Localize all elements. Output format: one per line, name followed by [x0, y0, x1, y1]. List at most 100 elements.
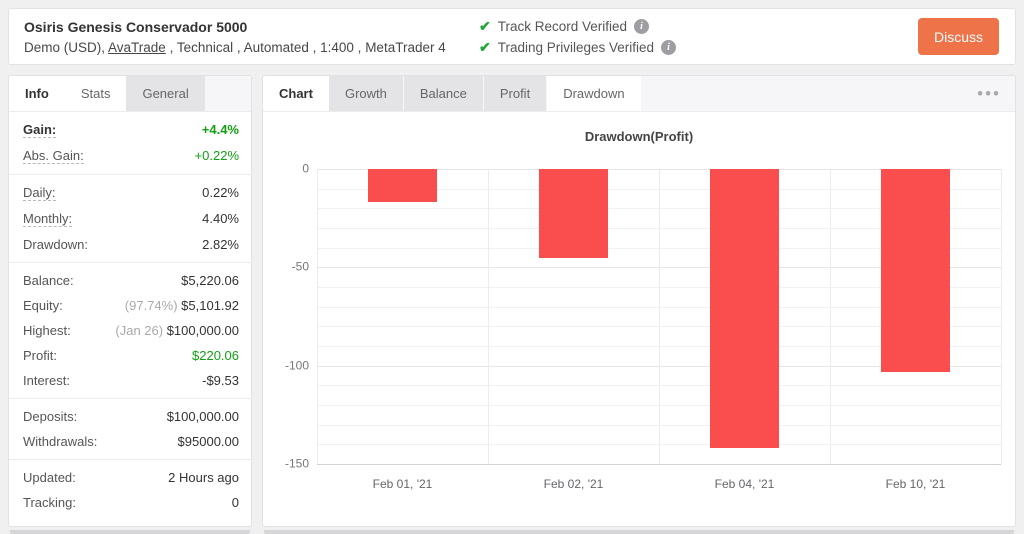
stat-label: Updated:: [23, 470, 76, 485]
stats-tab-stats[interactable]: Stats: [64, 76, 127, 111]
gridline-vertical: [1001, 169, 1002, 464]
gridline-vertical: [659, 169, 660, 464]
stat-label: Deposits:: [23, 409, 78, 424]
stat-row-drawdown: Drawdown: 2.82%: [9, 232, 251, 257]
gridline-major: [317, 464, 1001, 465]
stat-row-gain: Gain: +4.4%: [9, 117, 251, 143]
stat-row-monthly: Monthly: 4.40%: [9, 206, 251, 232]
y-tick-label: 0: [302, 161, 309, 176]
stat-row-updated: Updated: 2 Hours ago: [9, 465, 251, 490]
bar-feb-10-21: [881, 169, 950, 372]
stat-row-equity: Equity: (97.74%) $5,101.92: [9, 293, 251, 318]
stat-value-note: (97.74%): [124, 298, 182, 313]
stat-value: $5,220.06: [181, 273, 239, 288]
chart-panel: Chart Growth Balance Profit Drawdown ••• Draw…: [262, 75, 1016, 527]
stat-row-deposits: Deposits: $100,000.00: [9, 404, 251, 429]
plot-wrap: 0 -50 -100 -150: [273, 161, 1002, 470]
check-icon: ✔: [479, 17, 491, 34]
stat-row-tracking: Tracking: 0: [9, 490, 251, 515]
next-row-card-edge: [10, 530, 250, 534]
group-divider: [9, 262, 251, 263]
stats-tab-info[interactable]: Info: [9, 76, 65, 111]
stat-value: +4.4%: [201, 122, 239, 137]
stat-value: $100,000.00: [166, 409, 239, 424]
verification-block: ✔ Track Record Verified i ✔ Trading Priv…: [479, 18, 918, 56]
stat-value-note: (Jan 26): [115, 323, 167, 338]
bar-feb-01-21: [368, 169, 437, 203]
stat-row-profit: Profit: $220.06: [9, 343, 251, 368]
chart-tab-chart[interactable]: Chart: [263, 76, 329, 111]
info-icon[interactable]: i: [661, 39, 677, 55]
stat-label[interactable]: Gain:: [23, 122, 57, 138]
x-tick-label: Feb 02, '21: [543, 477, 604, 491]
next-row-card-edge: [264, 530, 1014, 534]
chart-tab-growth[interactable]: Growth: [328, 76, 404, 111]
account-header: Osiris Genesis Conservador 5000 Demo (US…: [8, 8, 1016, 65]
x-axis: Feb 01, '21 Feb 02, '21 Feb 04, '21 Feb 10,…: [317, 464, 1001, 498]
stat-value: +0.22%: [194, 148, 239, 163]
stat-label[interactable]: Daily:: [23, 185, 56, 201]
discuss-button[interactable]: Discuss: [918, 18, 999, 55]
stat-row-withdrawals: Withdrawals: $95000.00: [9, 429, 251, 454]
bar-feb-04-21: [710, 169, 779, 449]
chart-tab-balance[interactable]: Balance: [403, 76, 484, 111]
chart-body: Drawdown(Profit) 0 -50 -100 -150 Feb 01, '2…: [263, 129, 1015, 498]
y-tick-label: -50: [291, 259, 309, 274]
bar-feb-02-21: [539, 169, 608, 258]
account-title: Osiris Genesis Conservador 5000: [24, 18, 248, 35]
stat-label: Interest:: [23, 373, 70, 388]
stat-row-daily: Daily: 0.22%: [9, 180, 251, 206]
stat-label: Highest:: [23, 323, 71, 338]
stat-label: Profit:: [23, 348, 57, 363]
group-divider: [9, 398, 251, 399]
tabbar-spacer: [641, 76, 978, 111]
x-tick-label: Feb 04, '21: [714, 477, 775, 491]
gridline-vertical: [488, 169, 489, 464]
chart-tab-profit[interactable]: Profit: [483, 76, 548, 111]
stat-label[interactable]: Monthly:: [23, 211, 73, 227]
x-tick-label: Feb 01, '21: [372, 477, 433, 491]
group-divider: [9, 174, 251, 175]
trading-privileges-verified-label: Trading Privileges Verified: [497, 39, 655, 55]
chart-title: Drawdown(Profit): [584, 129, 694, 144]
stat-value: 2.82%: [202, 237, 239, 252]
stat-label: Drawdown:: [23, 237, 89, 252]
stat-value: $220.06: [192, 348, 239, 363]
stat-value: $95000.00: [177, 434, 239, 449]
stat-row-highest: Highest: (Jan 26) $100,000.00: [9, 318, 251, 343]
check-icon: ✔: [479, 38, 491, 55]
stat-value: 0.22%: [202, 185, 239, 200]
y-axis: 0 -50 -100 -150: [273, 161, 317, 470]
stat-value: 0: [231, 495, 239, 510]
stat-label: Tracking:: [23, 495, 76, 510]
account-subtitle-prefix: Demo (USD),: [24, 39, 109, 55]
info-icon[interactable]: i: [634, 18, 650, 34]
track-record-verified-row: ✔ Track Record Verified i: [479, 18, 918, 35]
track-record-verified-label: Track Record Verified: [497, 18, 628, 34]
gridline-vertical: [830, 169, 831, 464]
account-title-block: Osiris Genesis Conservador 5000 Demo (US…: [9, 19, 479, 55]
stat-label: Equity:: [23, 298, 63, 313]
stat-value: (Jan 26) $100,000.00: [115, 323, 239, 338]
stats-tab-general[interactable]: General: [126, 76, 206, 111]
account-subtitle: Demo (USD), AvaTrade , Technical , Autom…: [24, 40, 479, 55]
stat-label: Balance:: [23, 273, 74, 288]
gridline-vertical: [317, 169, 318, 464]
group-divider: [9, 459, 251, 460]
stat-value: -$9.53: [202, 373, 239, 388]
broker-link[interactable]: AvaTrade: [108, 39, 166, 55]
trading-privileges-verified-row: ✔ Trading Privileges Verified i: [479, 39, 918, 56]
chart-panel-tabbar: Chart Growth Balance Profit Drawdown •••: [263, 76, 1015, 112]
stat-label: Withdrawals:: [23, 434, 98, 449]
stat-row-balance: Balance: $5,220.06: [9, 268, 251, 293]
stat-row-abs-gain: Abs. Gain: +0.22%: [9, 143, 251, 169]
stat-row-interest: Interest: -$9.53: [9, 368, 251, 393]
chart-tab-drawdown[interactable]: Drawdown: [547, 76, 641, 111]
stat-label[interactable]: Abs. Gain:: [23, 148, 84, 164]
stat-value: 2 Hours ago: [168, 470, 239, 485]
account-subtitle-suffix: , Technical , Automated , 1:400 , MetaTr…: [165, 39, 446, 55]
ellipsis-icon[interactable]: •••: [977, 83, 1001, 103]
stats-panel: Info Stats General Gain: +4.4% Abs. Gain: +0.…: [8, 75, 252, 527]
tabbar-spacer: [206, 76, 251, 111]
plot-area: [317, 169, 1002, 465]
